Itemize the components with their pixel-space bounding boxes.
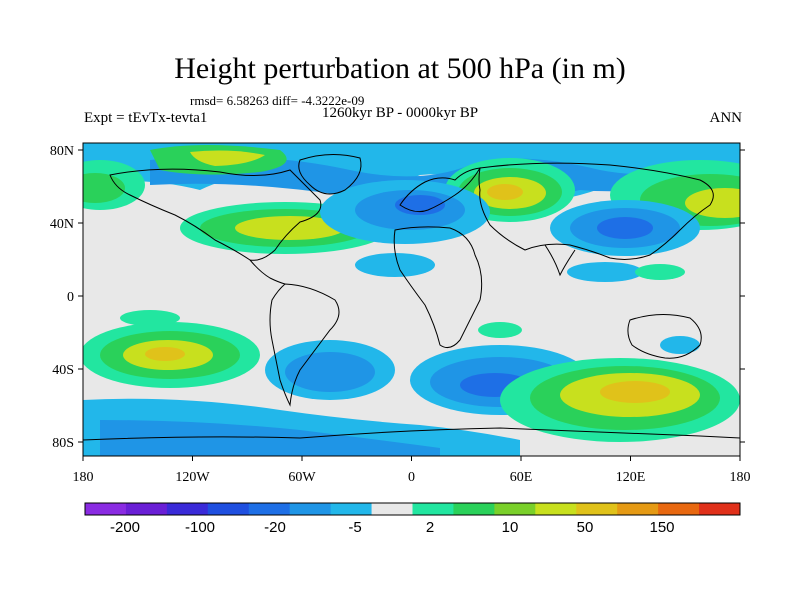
period-label: 1260kyr BP - 0000kyr BP bbox=[322, 105, 479, 121]
field-plot bbox=[83, 143, 740, 456]
tropical-patch-1 bbox=[355, 253, 435, 277]
tropical-patch-3 bbox=[635, 264, 685, 280]
colorbar-label-5: 2 bbox=[426, 519, 434, 536]
map-title: Height perturbation at 500 hPa (in m) bbox=[174, 52, 626, 85]
colorbar-labels: -200 -100 -20 -5 2 10 50 150 bbox=[110, 519, 675, 536]
lon-label-120w: 120W bbox=[175, 470, 210, 485]
colorbar-swatch bbox=[371, 503, 413, 515]
colorbar-frame bbox=[84, 502, 741, 516]
tropical-patch-6 bbox=[660, 336, 700, 354]
lon-label-120e: 120E bbox=[616, 470, 646, 485]
lat-label-80s: 80S bbox=[52, 436, 74, 451]
colorbar-swatch bbox=[85, 503, 127, 515]
spac-yellow bbox=[145, 347, 185, 361]
satl-mid-blue bbox=[285, 352, 375, 392]
npac-east-yellow bbox=[685, 188, 740, 218]
greenland-yellow bbox=[190, 150, 265, 166]
colorbar-label-3: -20 bbox=[264, 519, 286, 536]
lon-axis: 180 120W 60W 0 60E 120E 180 bbox=[73, 456, 751, 485]
colorbar-label-1: -200 bbox=[110, 519, 140, 536]
colorbar-swatch bbox=[453, 503, 495, 515]
coastlines bbox=[83, 154, 740, 441]
colorbar-swatch bbox=[494, 503, 536, 515]
lon-label-60e: 60E bbox=[510, 470, 533, 485]
colorbar-label-4: -5 bbox=[348, 519, 361, 536]
experiment-label: Expt = tEvTx-tevta1 bbox=[84, 110, 208, 126]
saus-yellow bbox=[600, 381, 670, 403]
colorbar-label-2: -100 bbox=[185, 519, 215, 536]
coast-north-america bbox=[109, 168, 322, 261]
colorbar-swatch bbox=[125, 503, 168, 515]
coast-central-america bbox=[249, 259, 286, 285]
lon-label-180w: 180 bbox=[73, 470, 94, 485]
stats-text: rmsd= 6.58263 diff= -4.3222e-09 bbox=[190, 93, 365, 108]
coast-africa bbox=[393, 226, 483, 349]
lon-label-60w: 60W bbox=[288, 470, 316, 485]
southern-ocean-band-inner bbox=[100, 420, 440, 456]
tropical-patch-5 bbox=[120, 310, 180, 326]
colorbar-swatch bbox=[535, 503, 577, 515]
coast-south-america bbox=[269, 283, 340, 407]
coast-antarctica bbox=[83, 427, 740, 441]
lat-label-0: 0 bbox=[67, 290, 74, 305]
colorbar-swatch bbox=[166, 503, 209, 515]
namerica-yellow-green bbox=[235, 216, 345, 240]
lon-label-0: 0 bbox=[408, 470, 415, 485]
colorbar-swatch bbox=[248, 503, 291, 515]
natl-deep-blue bbox=[395, 195, 445, 215]
tropical-patch-2 bbox=[567, 262, 643, 282]
lon-label-180e: 180 bbox=[730, 470, 751, 485]
lat-label-40n: 40N bbox=[50, 217, 74, 232]
colorbar-swatch bbox=[617, 503, 659, 515]
tropical-patch-4 bbox=[478, 322, 522, 338]
colorbar-label-8: 150 bbox=[649, 519, 674, 536]
colorbar-label-7: 50 bbox=[577, 519, 594, 536]
season-label: ANN bbox=[709, 110, 743, 126]
coast-greenland bbox=[298, 154, 362, 195]
lat-label-40s: 40S bbox=[52, 363, 74, 378]
lat-label-80n: 80N bbox=[50, 144, 74, 159]
colorbar-swatch bbox=[207, 503, 250, 515]
colorbar-swatch bbox=[658, 503, 700, 515]
asia-deep-blue bbox=[597, 217, 653, 239]
coast-australia bbox=[627, 314, 702, 359]
eurasia-yellow bbox=[487, 184, 523, 200]
coast-india bbox=[544, 244, 576, 277]
colorbar-swatch bbox=[330, 503, 373, 515]
colorbar-label-6: 10 bbox=[502, 519, 519, 536]
colorbar-swatch bbox=[289, 503, 332, 515]
lat-axis: 80N 40N 0 40S 80S bbox=[50, 144, 745, 451]
npac-west-green bbox=[83, 173, 125, 203]
colorbar-swatch bbox=[576, 503, 618, 515]
colorbar-swatch bbox=[412, 503, 454, 515]
coast-asia bbox=[478, 162, 714, 260]
colorbar bbox=[84, 502, 741, 516]
colorbar-swatch bbox=[699, 503, 741, 515]
